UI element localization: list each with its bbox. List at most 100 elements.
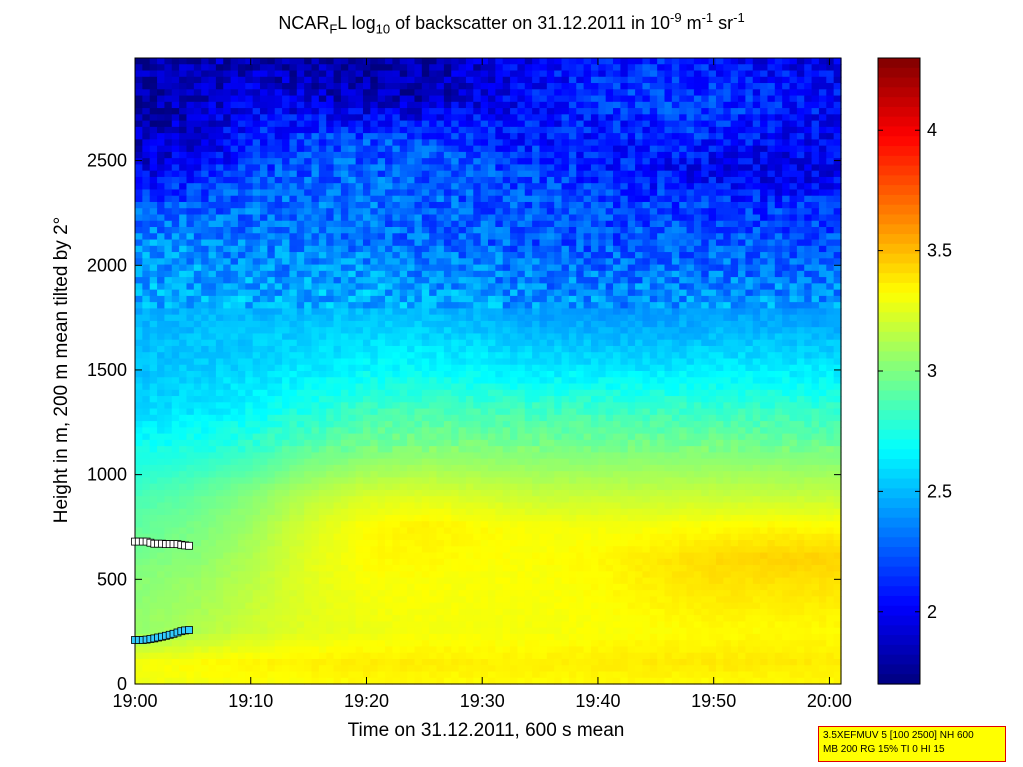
heatmap-cell — [215, 170, 224, 178]
heatmap-cell — [318, 264, 327, 272]
heatmap-cell — [488, 227, 496, 234]
heatmap-cell — [546, 114, 555, 122]
heatmap-cell — [664, 108, 673, 115]
heatmap-cell — [385, 158, 393, 166]
heatmap-cell — [664, 164, 673, 172]
heatmap-cell — [304, 126, 313, 134]
heatmap-cell — [561, 76, 570, 84]
heatmap-cell — [583, 289, 592, 297]
heatmap-cell — [245, 333, 254, 341]
heatmap-cell — [296, 371, 305, 378]
heatmap-cell — [223, 139, 232, 147]
heatmap-cell — [745, 95, 754, 103]
heatmap-cell — [179, 358, 188, 366]
heatmap-cell — [473, 83, 482, 90]
heatmap-cell — [149, 195, 158, 203]
heatmap-cell — [554, 114, 563, 122]
heatmap-cell — [635, 245, 644, 253]
heatmap-cell — [340, 214, 349, 222]
heatmap-cell — [510, 70, 519, 78]
heatmap-cell — [723, 126, 732, 134]
heatmap-cell — [686, 70, 695, 78]
heatmap-cell — [164, 89, 173, 97]
title-subscript: 10 — [375, 21, 391, 37]
heatmap-cell — [679, 114, 688, 122]
heatmap-cell — [443, 64, 452, 72]
heatmap-cell — [782, 333, 791, 341]
heatmap-cell — [370, 120, 379, 128]
heatmap-cell — [355, 233, 364, 241]
heatmap-cell — [782, 214, 791, 222]
heatmap-cell — [370, 302, 379, 309]
heatmap-cell — [414, 320, 423, 328]
heatmap-cell — [237, 133, 246, 140]
heatmap-cell — [245, 377, 254, 385]
heatmap-cell — [532, 101, 541, 109]
heatmap-cell — [171, 164, 180, 172]
heatmap-cell — [392, 339, 401, 347]
heatmap-cell — [179, 220, 188, 228]
heatmap-cell — [399, 195, 408, 203]
heatmap-cell — [414, 158, 423, 166]
heatmap-cell — [260, 283, 268, 291]
heatmap-cell — [215, 145, 224, 153]
heatmap-cell — [715, 270, 724, 278]
heatmap-cell — [664, 189, 673, 197]
heatmap-cell — [421, 352, 430, 360]
heatmap-cell — [223, 358, 232, 366]
heatmap-cell — [488, 126, 496, 134]
heatmap-cell — [429, 170, 438, 178]
heatmap-cell — [561, 220, 570, 228]
heatmap-cell — [701, 358, 710, 366]
heatmap-cell — [333, 101, 342, 109]
heatmap-cell — [613, 358, 621, 366]
heatmap-cell — [524, 239, 533, 247]
heatmap-cell — [671, 320, 680, 328]
heatmap-cell — [760, 277, 769, 284]
heatmap-cell — [576, 170, 585, 178]
heatmap-cell — [752, 189, 761, 197]
heatmap-cell — [215, 364, 224, 372]
heatmap-cell — [833, 314, 842, 322]
heatmap-cell — [649, 233, 658, 241]
heatmap-cell — [215, 139, 224, 147]
heatmap-cell — [495, 89, 504, 97]
heatmap-cell — [267, 277, 276, 284]
heatmap-cell — [377, 289, 386, 297]
heatmap-cell — [627, 201, 636, 209]
heatmap-cell — [355, 295, 364, 303]
heatmap-cell — [657, 151, 666, 159]
heatmap-cell — [458, 195, 467, 203]
heatmap-cell — [355, 245, 364, 253]
heatmap-cell — [745, 158, 754, 166]
heatmap-cell — [796, 233, 805, 241]
heatmap-cell — [539, 183, 548, 191]
heatmap-cell — [686, 377, 695, 385]
heatmap-cell — [568, 245, 577, 253]
heatmap-cell — [502, 189, 511, 197]
heatmap-cell — [421, 302, 430, 309]
heatmap-cell — [260, 270, 268, 278]
heatmap-cell — [568, 258, 577, 266]
heatmap-cell — [620, 151, 629, 159]
heatmap-cell — [458, 308, 467, 316]
heatmap-cell — [760, 64, 769, 72]
heatmap-cell — [164, 64, 173, 72]
heatmap-cell — [208, 70, 217, 78]
heatmap-cell — [157, 327, 166, 335]
heatmap-cell — [701, 176, 710, 184]
heatmap-cell — [326, 201, 335, 209]
heatmap-cell — [385, 339, 393, 347]
heatmap-cell — [215, 245, 224, 253]
heatmap-cell — [355, 201, 364, 209]
heatmap-cell — [679, 158, 688, 166]
heatmap-cell — [318, 214, 327, 222]
heatmap-cell — [436, 64, 445, 72]
heatmap-cell — [524, 233, 533, 241]
heatmap-cell — [340, 95, 349, 103]
heatmap-cell — [465, 101, 474, 109]
heatmap-cell — [627, 252, 636, 259]
heatmap-cell — [539, 233, 548, 241]
heatmap-cell — [208, 345, 217, 353]
heatmap-cell — [260, 176, 268, 184]
